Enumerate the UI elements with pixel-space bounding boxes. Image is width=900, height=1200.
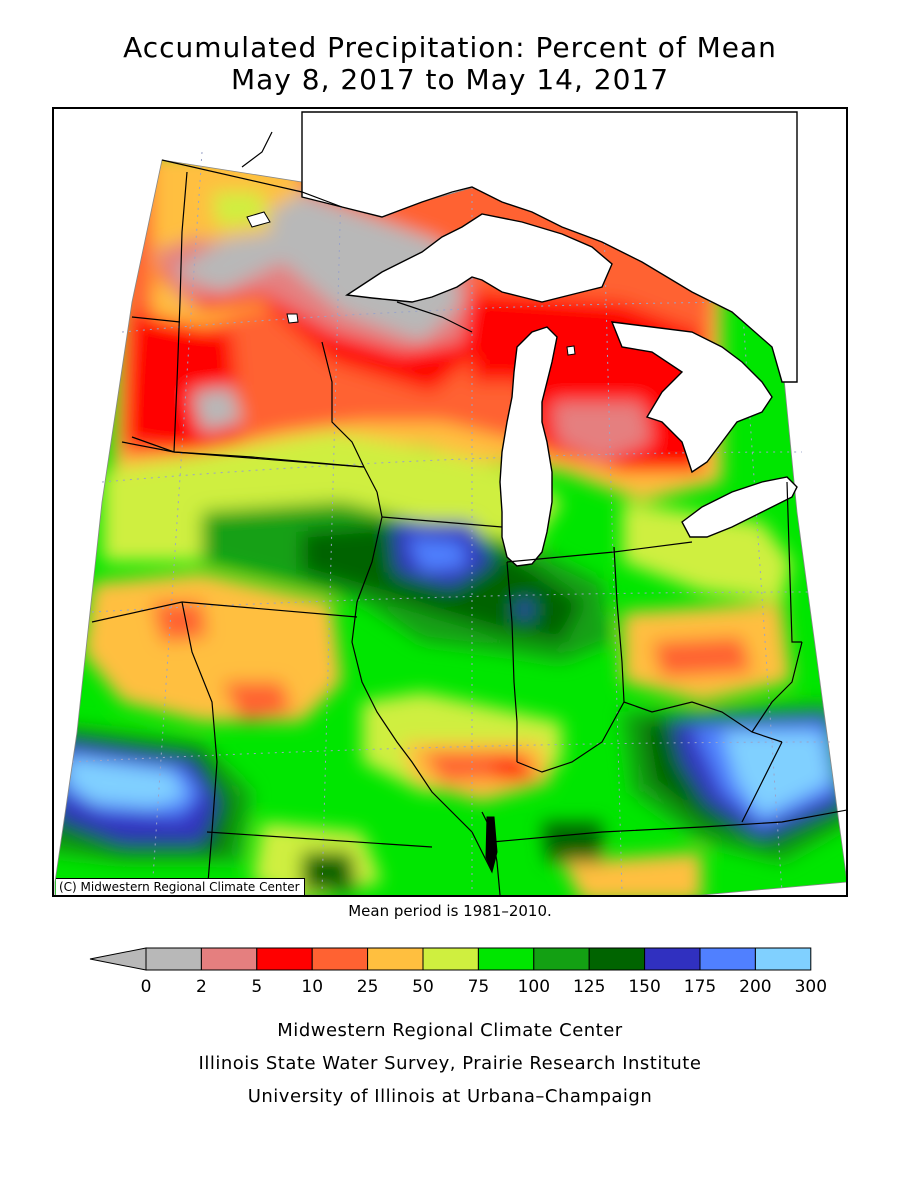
legend-arrow — [89, 947, 147, 971]
lake-erie — [681, 476, 798, 538]
great-lakes — [301, 111, 798, 567]
state-boundaries — [91, 131, 846, 895]
legend-tick-label: 25 — [357, 977, 379, 997]
legend-swatch — [699, 947, 756, 971]
copyright-label: (C) Midwestern Regional Climate Center — [56, 878, 305, 895]
legend-swatch — [200, 947, 258, 971]
legend-swatch — [422, 947, 479, 971]
legend-tick-label: 300 — [795, 977, 827, 997]
map-graticule — [71, 151, 833, 893]
credit-university: University of Illinois at Urbana–Champai… — [247, 1086, 653, 1107]
legend-tick-label: 0 — [141, 977, 152, 997]
island-details — [246, 211, 576, 874]
legend-swatch — [145, 947, 202, 971]
legend-swatch — [367, 947, 424, 971]
legend-tick-label: 10 — [301, 977, 323, 997]
mean-period-note: Mean period is 1981–2010. — [348, 902, 552, 920]
legend-tick-label: 100 — [518, 977, 550, 997]
legend-swatch — [256, 947, 313, 971]
legend-swatch — [588, 947, 646, 971]
legend-tick-label: 200 — [739, 977, 771, 997]
lake-superior — [345, 213, 613, 303]
legend-tick-label: 125 — [573, 977, 605, 997]
canada-region — [301, 111, 798, 383]
lake-michigan — [499, 326, 558, 567]
legend-tick-label: 50 — [412, 977, 434, 997]
precipitation-map: (C) Midwestern Regional Climate Center — [52, 107, 848, 897]
map-date-range: May 8, 2017 to May 14, 2017 — [230, 63, 670, 96]
legend-swatch — [644, 947, 701, 971]
legend-tick-label: 75 — [468, 977, 490, 997]
credit-survey: Illinois State Water Survey, Prairie Res… — [198, 1053, 702, 1074]
legend-tick-label: 5 — [251, 977, 262, 997]
credit-organization: Midwestern Regional Climate Center — [277, 1020, 623, 1041]
legend-swatch — [754, 947, 812, 971]
legend-swatch — [533, 947, 590, 971]
legend-swatch — [477, 947, 535, 971]
lake-huron — [610, 321, 773, 474]
legend-tick-label: 175 — [684, 977, 716, 997]
legend-tick-label: 2 — [196, 977, 207, 997]
map-title: Accumulated Precipitation: Percent of Me… — [123, 31, 777, 64]
color-legend: 0 2 5 10 25 50 75 100 125 150 175 200 300 — [89, 947, 827, 997]
legend-tick-label: 150 — [628, 977, 660, 997]
map-canvas — [54, 111, 846, 895]
legend-swatch — [311, 947, 369, 971]
